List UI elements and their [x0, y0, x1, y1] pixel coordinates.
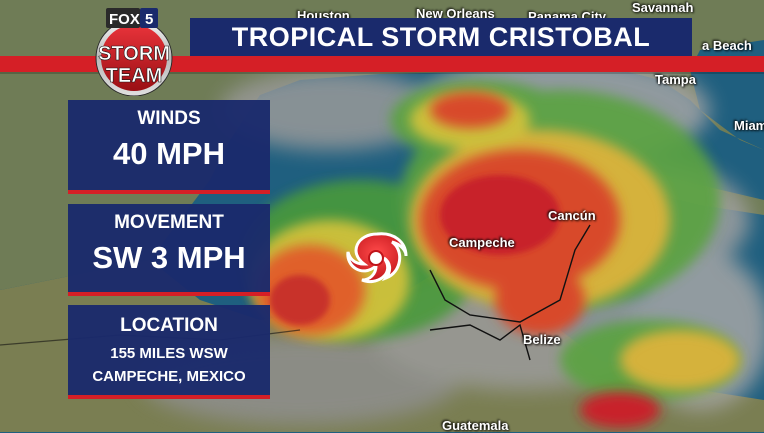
channel-text: 5	[145, 11, 153, 28]
city-label-cancun: Cancún	[548, 208, 596, 223]
fox5-storm-team-logo: FOX 5 STORM TEAM	[95, 8, 173, 96]
storm-text: STORM	[98, 43, 170, 65]
hurricane-icon	[346, 232, 408, 283]
city-label-beach: a Beach	[702, 38, 752, 53]
movement-label: MOVEMENT	[114, 212, 224, 233]
storm-title: TROPICAL STORM CRISTOBAL	[231, 21, 651, 52]
title-bar: TROPICAL STORM CRISTOBAL	[190, 18, 692, 60]
city-label-tampa: Tampa	[655, 72, 696, 87]
movement-panel: MOVEMENT SW 3 MPH	[68, 204, 270, 296]
movement-value: SW 3 MPH	[92, 240, 246, 275]
city-label-new-orleans: New Orleans	[416, 6, 495, 21]
location-distance: 155 MILES WSW	[110, 345, 228, 362]
fox-text: FOX	[109, 11, 140, 28]
location-label: LOCATION	[120, 315, 218, 336]
winds-label: WINDS	[137, 108, 201, 129]
city-label-guatemala: Guatemala	[442, 418, 509, 433]
location-panel: LOCATION 155 MILES WSW CAMPECHE, MEXICO	[68, 305, 270, 399]
city-label-belize: Belize	[523, 332, 561, 347]
team-text: TEAM	[106, 65, 163, 87]
city-label-campeche: Campeche	[449, 235, 515, 250]
city-label-savannah: Savannah	[632, 0, 694, 15]
location-place: CAMPECHE, MEXICO	[92, 368, 246, 385]
header-shadow	[0, 72, 764, 74]
header-red-band	[0, 56, 764, 72]
city-label-miami: Miam	[734, 118, 764, 133]
winds-value: 40 MPH	[113, 136, 225, 171]
winds-panel: WINDS 40 MPH	[68, 100, 270, 194]
